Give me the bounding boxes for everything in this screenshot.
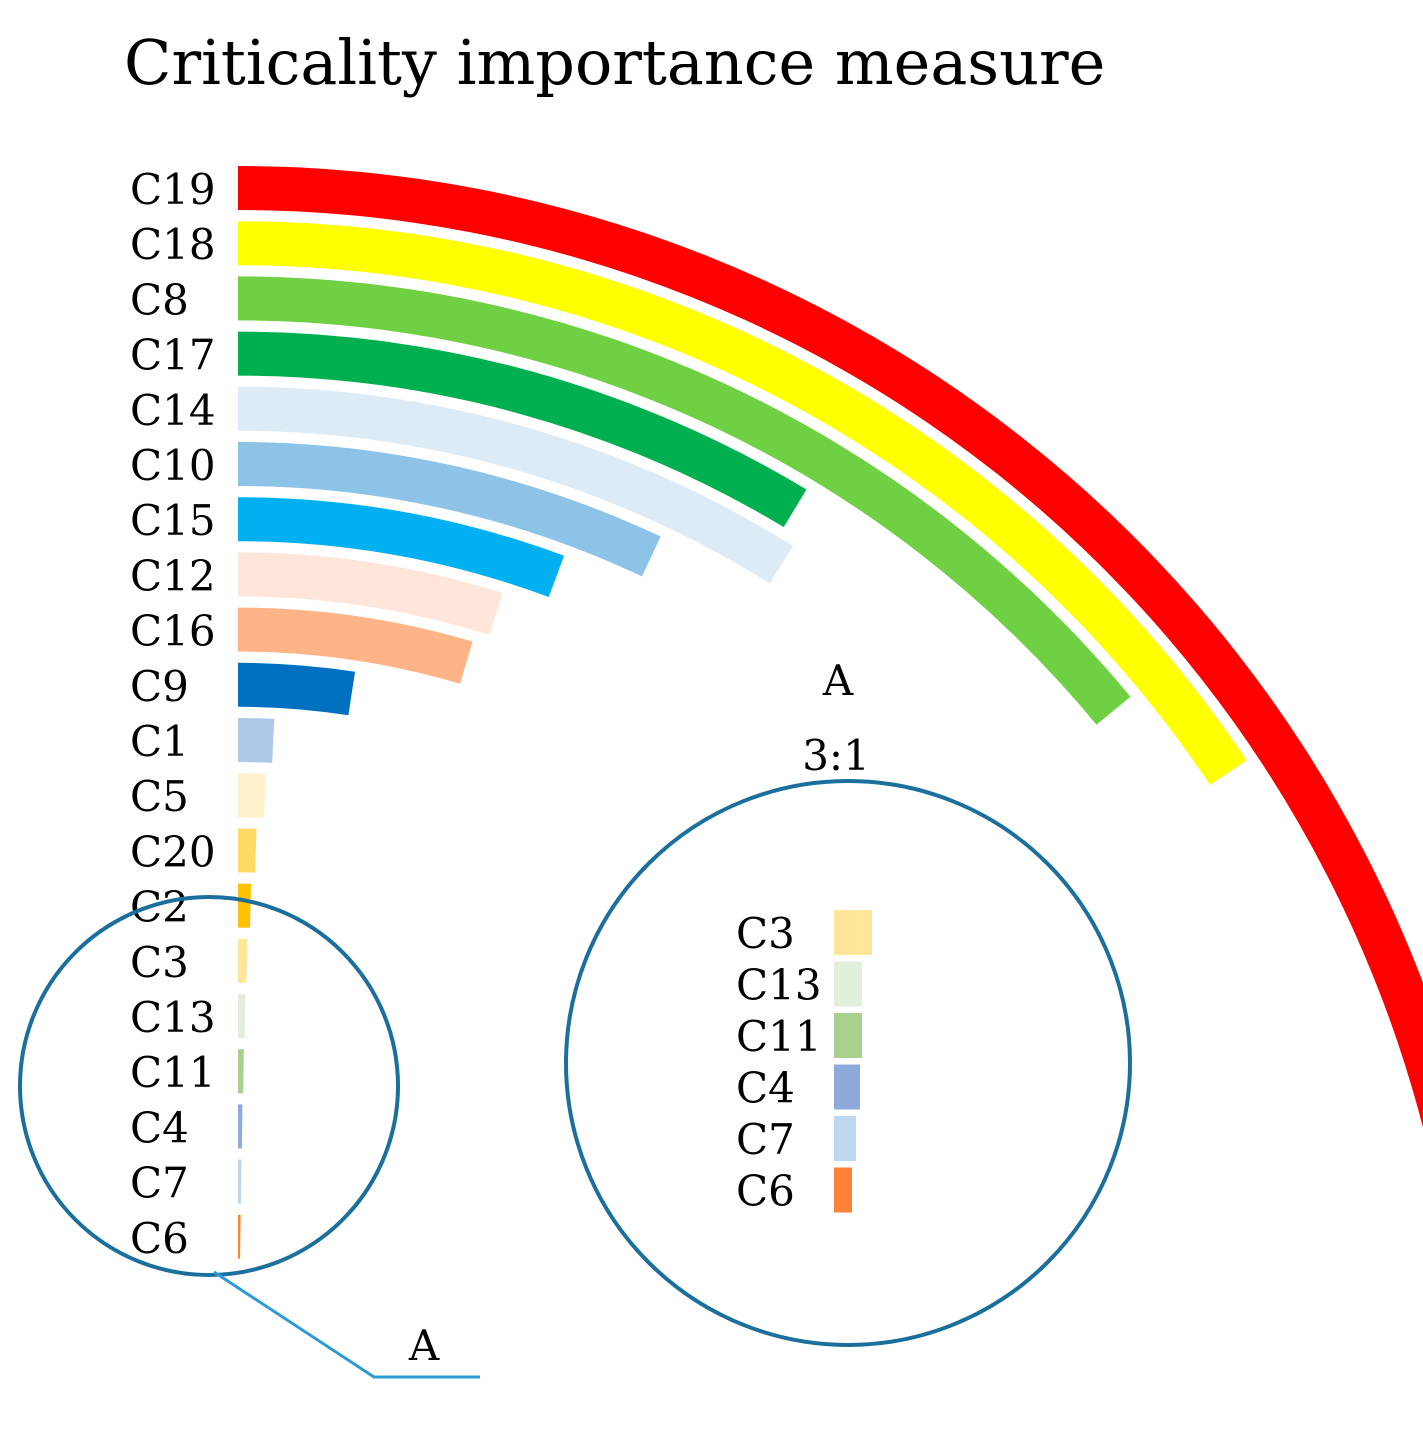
bar-c16 bbox=[238, 607, 473, 684]
detail-bar-c4 bbox=[834, 1064, 860, 1110]
category-label-c20: C20 bbox=[130, 827, 216, 876]
category-labels: C19 C18 C8 C17 C14 C10 C15 C12 C16 C9 C1 C5 C20 C2 C3 C… bbox=[130, 165, 216, 1263]
category-label-c3: C3 bbox=[130, 938, 189, 987]
detail-bar-c11 bbox=[834, 1013, 862, 1058]
category-label-c16: C16 bbox=[130, 607, 216, 656]
category-label-c12: C12 bbox=[130, 551, 216, 600]
bar-c4 bbox=[238, 1104, 243, 1149]
bar-c3 bbox=[238, 938, 248, 983]
bar-c12 bbox=[238, 552, 503, 635]
detail-label-c7: C7 bbox=[736, 1115, 795, 1164]
bar-c6 bbox=[238, 1214, 241, 1259]
category-label-c2: C2 bbox=[130, 883, 189, 932]
category-label-c19: C19 bbox=[130, 165, 216, 214]
category-label-c13: C13 bbox=[130, 993, 216, 1042]
detail-label-c4: C4 bbox=[736, 1064, 795, 1113]
bar-c8 bbox=[238, 276, 1131, 725]
category-label-c9: C9 bbox=[130, 662, 189, 711]
bar-c2 bbox=[238, 883, 252, 928]
category-label-c15: C15 bbox=[130, 496, 216, 545]
bar-c17 bbox=[238, 331, 807, 528]
detail-leader-line bbox=[213, 1270, 480, 1379]
category-label-c5: C5 bbox=[130, 772, 189, 821]
detail-bar-c13 bbox=[834, 961, 862, 1007]
detail-label-c6: C6 bbox=[736, 1167, 795, 1216]
detail-circle-large bbox=[564, 779, 1132, 1347]
bar-c13 bbox=[238, 994, 246, 1039]
bar-c18 bbox=[238, 221, 1247, 785]
detail-scale-label: 3:1 bbox=[802, 731, 870, 780]
detail-view-label: A bbox=[822, 656, 854, 705]
category-label-c17: C17 bbox=[130, 331, 216, 380]
bars-group bbox=[238, 166, 1423, 1259]
category-label-c1: C1 bbox=[130, 717, 189, 766]
bar-c10 bbox=[238, 442, 661, 577]
detail-label-c11: C11 bbox=[736, 1012, 822, 1061]
category-label-c6: C6 bbox=[130, 1214, 189, 1263]
bar-c19 bbox=[238, 166, 1423, 1128]
bar-c14 bbox=[238, 386, 794, 584]
category-label-c10: C10 bbox=[130, 441, 216, 490]
detail-bar-c7 bbox=[834, 1116, 856, 1161]
category-label-c4: C4 bbox=[130, 1103, 189, 1152]
bar-c20 bbox=[238, 828, 257, 873]
chart-title: Criticality importance measure bbox=[124, 26, 1105, 99]
category-label-c11: C11 bbox=[130, 1048, 216, 1097]
detail-bar-c6 bbox=[834, 1167, 852, 1213]
category-label-c7: C7 bbox=[130, 1159, 189, 1208]
bar-c15 bbox=[238, 497, 565, 598]
bar-c7 bbox=[238, 1159, 242, 1204]
bar-c11 bbox=[238, 1049, 244, 1094]
detail-label-c13: C13 bbox=[736, 961, 822, 1010]
bar-c1 bbox=[238, 718, 275, 763]
detail-label-c3: C3 bbox=[736, 909, 795, 958]
category-label-c14: C14 bbox=[130, 386, 216, 435]
detail-circle-small bbox=[18, 895, 400, 1277]
category-label-c8: C8 bbox=[130, 275, 189, 324]
bar-c5 bbox=[238, 773, 266, 818]
bar-c9 bbox=[238, 662, 356, 716]
category-label-c18: C18 bbox=[130, 220, 216, 269]
detail-bar-c3 bbox=[834, 910, 872, 955]
detail-marker-label: A bbox=[408, 1321, 440, 1370]
